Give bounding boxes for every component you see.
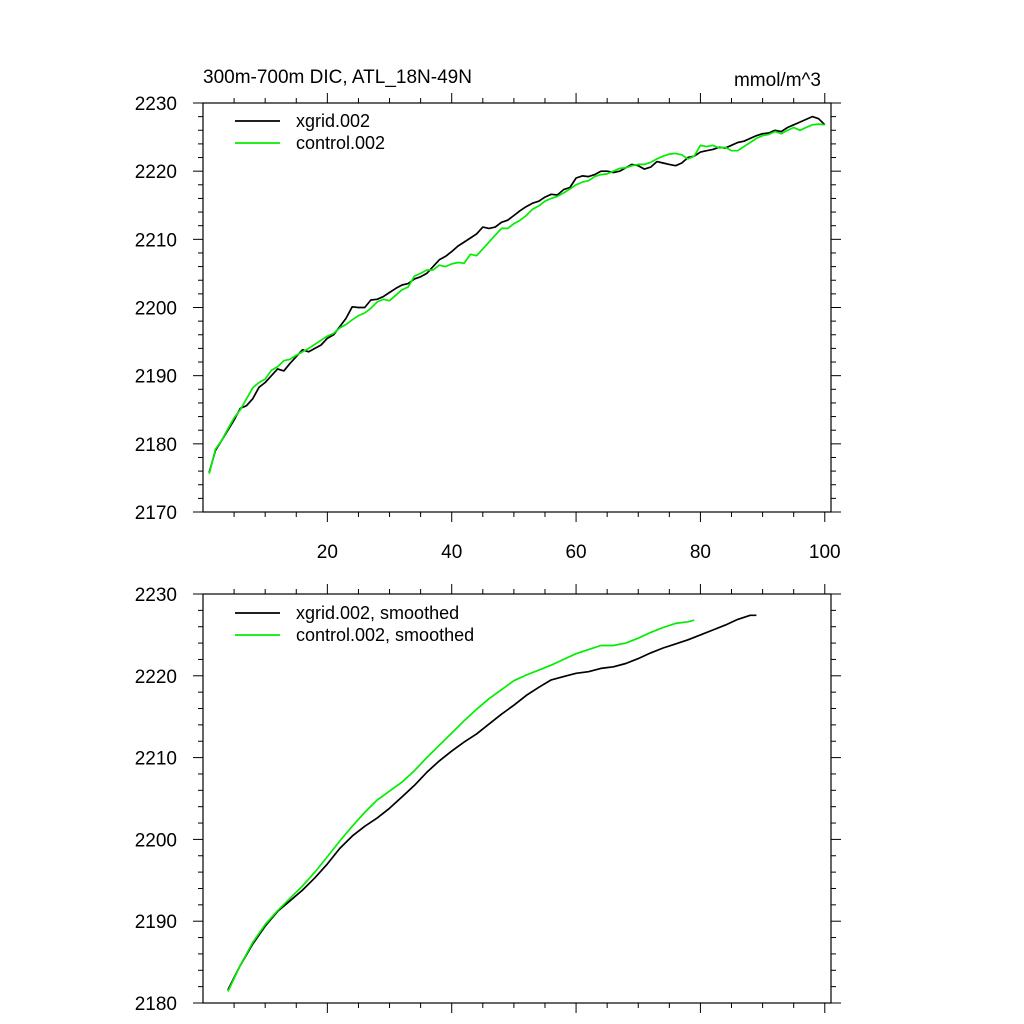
y-tick-label: 2220	[135, 667, 177, 688]
y-tick-label: 2200	[135, 830, 177, 851]
units-label: mmol/m^3	[734, 70, 821, 91]
chart-title: 300m-700m DIC, ATL_18N-49N	[203, 67, 472, 88]
y-tick-label: 2210	[135, 749, 177, 770]
y-tick-label: 2230	[135, 585, 177, 606]
x-tick-label: 100	[809, 542, 841, 563]
legend-label: xgrid.002	[296, 111, 370, 131]
bottom-plot: 2180 2190 2200 2210 2220 2230 xgrid.002, smoot…	[135, 584, 841, 1015]
legend-label: control.002, smoothed	[296, 625, 474, 645]
x-tick-label: 20	[317, 542, 338, 563]
y-tick-label: 2230	[135, 94, 177, 115]
top-plot: 2170 2180 2190 2200 2210 2220 2230 20 40 60 80 100 3…	[135, 67, 841, 563]
y-tick-label: 2190	[135, 912, 177, 933]
x-tick-label: 60	[565, 542, 586, 563]
y-tick-label: 2210	[135, 230, 177, 251]
legend-label: xgrid.002, smoothed	[296, 603, 459, 623]
y-tick-label: 2180	[135, 994, 177, 1015]
y-tick-label: 2200	[135, 299, 177, 320]
y-tick-label: 2180	[135, 435, 177, 456]
plot-frame	[202, 593, 832, 1004]
x-tick-label: 80	[690, 542, 711, 563]
series-line-control	[208, 123, 825, 475]
series-line-control	[227, 619, 695, 992]
legend-label: control.002	[296, 133, 385, 153]
series-line-xgrid	[227, 614, 757, 991]
x-tick-label: 40	[441, 542, 462, 563]
y-tick-label: 2170	[135, 503, 177, 524]
y-tick-label: 2190	[135, 367, 177, 388]
y-tick-label: 2220	[135, 162, 177, 183]
